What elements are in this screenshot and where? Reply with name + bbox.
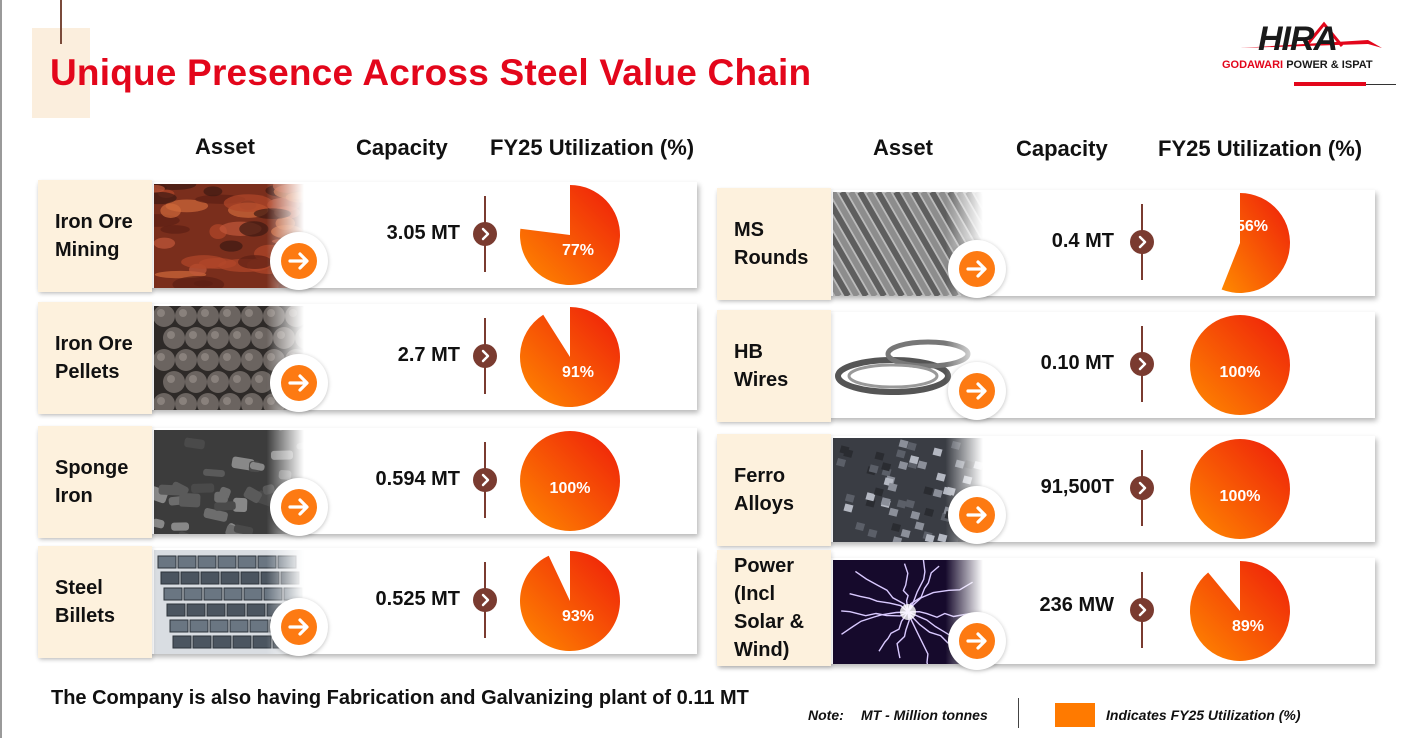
asset-name-line: Solar & bbox=[734, 611, 805, 633]
header-capacity-right: Capacity bbox=[1016, 136, 1108, 161]
capacity-value: 236 MW bbox=[1039, 594, 1114, 616]
note-label: Note: bbox=[808, 707, 844, 723]
note-divider bbox=[1018, 698, 1019, 728]
utilization-pie bbox=[1185, 556, 1295, 666]
sponge-iron-photo bbox=[118, 379, 340, 562]
utilization-label: 93% bbox=[561, 608, 595, 625]
capacity-value: 2.7 MT bbox=[397, 344, 460, 366]
asset-card-ms-rounds: MS Rounds 0.4 MT 56% bbox=[717, 188, 1375, 300]
asset-name-line: Ferro bbox=[734, 465, 786, 487]
arrow-right-icon[interactable] bbox=[948, 612, 1006, 670]
logo-underline-thin bbox=[1366, 84, 1396, 85]
asset-name-line: Mining bbox=[55, 239, 120, 261]
utilization-label: 56% bbox=[1235, 218, 1269, 235]
utilization-pie bbox=[515, 180, 625, 290]
utilization-label: 100% bbox=[1219, 488, 1261, 505]
utilization-pie bbox=[515, 302, 625, 412]
utilization-pie bbox=[1185, 310, 1295, 420]
utilization-label: 77% bbox=[561, 242, 595, 259]
left-border-rule bbox=[0, 0, 2, 738]
iron-ore-mining-photo bbox=[135, 179, 320, 293]
utilization-label: 100% bbox=[1219, 364, 1261, 381]
header-asset-left: Asset bbox=[195, 134, 255, 159]
chevron-right-icon bbox=[1129, 597, 1155, 623]
utilization-label: 100% bbox=[549, 480, 591, 497]
asset-card-ferro-alloys: Ferro Alloys 91,500T 100% bbox=[717, 434, 1375, 549]
asset-name-line: Wires bbox=[734, 369, 789, 391]
chevron-right-icon bbox=[1129, 475, 1155, 501]
header-asset-right: Asset bbox=[873, 135, 933, 160]
logo-wordmark: HIRA bbox=[1258, 20, 1338, 58]
arrow-right-icon[interactable] bbox=[948, 486, 1006, 544]
ferro-alloys-photo bbox=[833, 438, 989, 549]
asset-card-sponge-iron: Sponge Iron 0.594 MT 100% bbox=[38, 379, 697, 562]
asset-name-line: Rounds bbox=[734, 247, 809, 269]
utilization-pie bbox=[515, 426, 625, 536]
asset-name-line: Wind) bbox=[734, 639, 790, 661]
header-utilization-left: FY25 Utilization (%) bbox=[490, 135, 695, 160]
asset-label: Iron Ore Mining bbox=[38, 180, 152, 292]
utilization-label: 89% bbox=[1231, 618, 1265, 635]
asset-label: Steel Billets bbox=[38, 546, 152, 658]
utilization-pie bbox=[1185, 188, 1295, 298]
asset-name-line: Billets bbox=[55, 605, 116, 627]
asset-label: MS Rounds bbox=[717, 188, 831, 300]
asset-card-steel-billets: Steel Billets 0.525 MT 93% bbox=[38, 546, 697, 658]
asset-card-hb-wires: HB Wires 0.10 MT 100% bbox=[717, 310, 1375, 422]
capacity-value: 0.525 MT bbox=[375, 588, 460, 610]
asset-label: Iron Ore Pellets bbox=[38, 302, 152, 414]
asset-card-power-incl-solar-wind: Power (Incl Solar & Wind) 236 MW 89% bbox=[717, 548, 1375, 670]
asset-name-line: Steel bbox=[55, 577, 103, 599]
asset-name-line: Pellets bbox=[55, 361, 120, 383]
legend-text: Indicates FY25 Utilization (%) bbox=[1106, 707, 1301, 723]
power-lightning-photo bbox=[833, 548, 983, 669]
legend-swatch bbox=[1055, 703, 1095, 727]
asset-card-iron-ore-pellets: Iron Ore Pellets 2.7 MT 91% bbox=[38, 302, 697, 415]
logo-subtitle: GODAWARI POWER & ISPAT bbox=[1222, 59, 1373, 71]
company-logo: HIRA GODAWARI POWER & ISPAT bbox=[1218, 18, 1396, 93]
header-capacity-left: Capacity bbox=[356, 135, 448, 160]
arrow-right-icon[interactable] bbox=[270, 598, 328, 656]
chevron-right-icon bbox=[472, 221, 498, 247]
note-text: MT - Million tonnes bbox=[861, 707, 988, 723]
arrow-right-icon[interactable] bbox=[948, 362, 1006, 420]
utilization-pie bbox=[515, 546, 625, 656]
utilization-pie bbox=[1185, 434, 1295, 544]
asset-label: Ferro Alloys bbox=[717, 434, 831, 546]
capacity-value: 3.05 MT bbox=[386, 222, 460, 244]
arrow-right-icon[interactable] bbox=[270, 232, 328, 290]
asset-name-line: Iron bbox=[55, 485, 93, 507]
chevron-right-icon bbox=[1129, 351, 1155, 377]
asset-name-line: HB bbox=[734, 341, 763, 363]
arrow-right-icon[interactable] bbox=[270, 478, 328, 536]
capacity-value: 0.594 MT bbox=[375, 468, 460, 490]
asset-label: HB Wires bbox=[717, 310, 831, 422]
capacity-value: 0.10 MT bbox=[1040, 352, 1114, 374]
logo-underline bbox=[1294, 82, 1366, 86]
logo-swoosh-icon bbox=[1240, 21, 1382, 48]
footnote: The Company is also having Fabrication a… bbox=[51, 687, 749, 709]
capacity-value: 91,500T bbox=[1040, 476, 1114, 498]
chevron-right-icon bbox=[472, 587, 498, 613]
page-title: Unique Presence Across Steel Value Chain bbox=[50, 52, 812, 93]
chevron-right-icon bbox=[1129, 229, 1155, 255]
utilization-label: 91% bbox=[561, 364, 595, 381]
capacity-value: 0.4 MT bbox=[1051, 230, 1114, 252]
chevron-right-icon bbox=[472, 343, 498, 369]
asset-name-line: Iron Ore bbox=[55, 333, 133, 355]
asset-name-line: Power bbox=[734, 555, 795, 577]
asset-name-line: Iron Ore bbox=[55, 211, 133, 233]
chevron-right-icon bbox=[472, 467, 498, 493]
arrow-right-icon[interactable] bbox=[270, 354, 328, 412]
asset-name-line: Sponge bbox=[55, 457, 129, 479]
asset-label: Sponge Iron bbox=[38, 426, 152, 538]
header-utilization-right: FY25 Utilization (%) bbox=[1158, 136, 1363, 161]
arrow-right-icon[interactable] bbox=[948, 240, 1006, 298]
asset-label: Power (Incl Solar & Wind) bbox=[717, 550, 831, 666]
asset-name-line: MS bbox=[734, 219, 764, 241]
asset-card-iron-ore-mining: Iron Ore Mining 3.05 MT 77% bbox=[38, 179, 697, 293]
title-accent-line bbox=[60, 0, 62, 44]
asset-name-line: Alloys bbox=[734, 493, 795, 515]
asset-name-line: (Incl bbox=[734, 583, 776, 605]
